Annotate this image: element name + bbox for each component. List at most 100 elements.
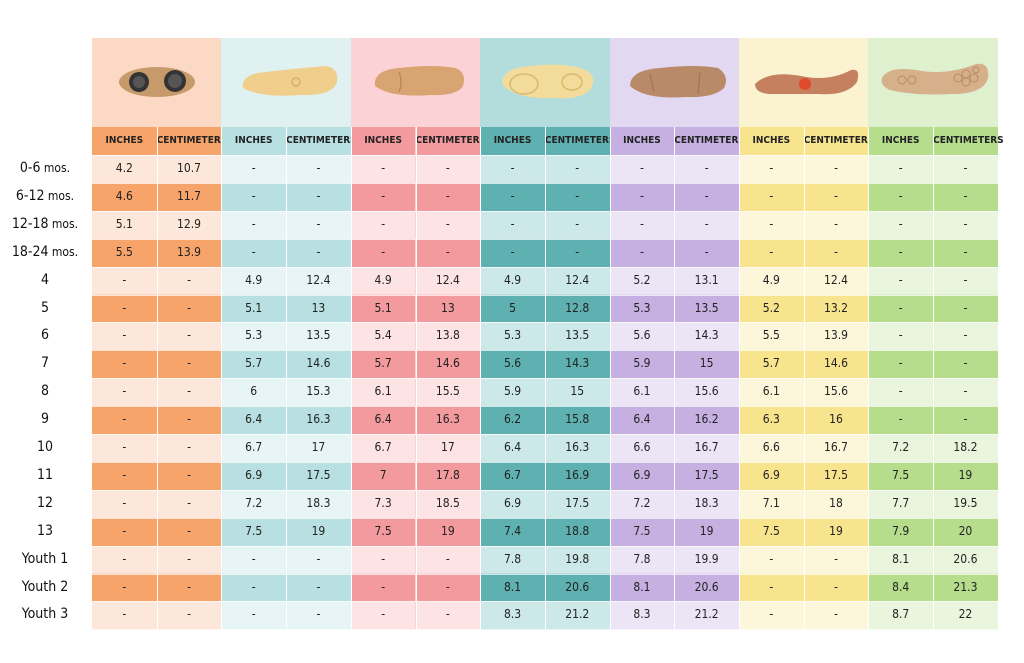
row-divider xyxy=(92,266,998,268)
table-cell: 20.6 xyxy=(544,573,610,602)
table-cell: 14.6 xyxy=(286,350,351,379)
row-size: 12 xyxy=(36,494,54,511)
unit-header-centimeters: CENTIMETERS xyxy=(674,127,745,155)
unit-header-inches: INCHES xyxy=(350,127,416,155)
table-cell: - xyxy=(803,545,869,574)
table-cell: - xyxy=(933,155,998,183)
table-cell: 5.7 xyxy=(350,350,416,379)
table-cell: - xyxy=(933,210,998,239)
table-cell: 6.9 xyxy=(221,461,287,490)
table-cell: - xyxy=(156,434,222,462)
baby-sole-icon xyxy=(92,38,221,126)
table-cell: - xyxy=(739,573,804,602)
table-cell: 12.4 xyxy=(803,266,869,295)
table-cell: 19.9 xyxy=(674,545,739,574)
row-divider xyxy=(92,629,998,631)
table-cell: 5.3 xyxy=(609,294,675,323)
table-cell: 7.8 xyxy=(609,545,675,574)
table-cell: - xyxy=(286,210,351,239)
unit-header-centimeters: CENTIMETERS xyxy=(286,127,357,155)
row-size: 9 xyxy=(40,411,49,428)
table-cell: 4.9 xyxy=(350,266,416,295)
table-cell: - xyxy=(350,545,416,574)
table-cell: 6 xyxy=(221,378,287,407)
table-cell: 14.3 xyxy=(674,322,739,351)
row-label: 13 xyxy=(0,518,90,546)
table-cell: 5.9 xyxy=(609,350,675,379)
row-size: Youth 1 xyxy=(21,550,69,567)
table-cell: 15.8 xyxy=(544,406,610,434)
table-cell: - xyxy=(221,210,287,239)
table-cell: - xyxy=(803,155,869,183)
table-cell: - xyxy=(868,210,934,239)
table-cell: - xyxy=(415,545,481,574)
table-cell: - xyxy=(544,182,610,211)
table-cell: - xyxy=(544,155,610,183)
table-cell: 16 xyxy=(803,406,869,434)
table-cell: 6.6 xyxy=(609,434,675,462)
row-label: Youth 3 xyxy=(0,601,90,629)
table-cell: 13.9 xyxy=(803,322,869,351)
unit-header-inches: INCHES xyxy=(221,127,287,155)
table-cell: 19 xyxy=(674,517,739,546)
table-cell: 7.2 xyxy=(609,489,675,518)
row-label: 12 xyxy=(0,490,90,518)
row-label: 4 xyxy=(0,267,90,295)
table-cell: 17 xyxy=(415,434,481,462)
table-cell: 13 xyxy=(415,294,481,323)
table-cell: - xyxy=(221,573,287,602)
table-cell: 15.3 xyxy=(286,378,351,407)
row-suffix: mos. xyxy=(48,244,79,259)
table-cell: - xyxy=(156,406,222,434)
table-cell: 15 xyxy=(544,378,610,407)
table-cell: 13.8 xyxy=(415,322,481,351)
table-cell: - xyxy=(609,210,675,239)
table-cell: 6.9 xyxy=(609,461,675,490)
table-cell: - xyxy=(803,238,869,267)
table-cell: 4.9 xyxy=(480,266,545,295)
table-cell: - xyxy=(415,210,481,239)
unit-header-inches: INCHES xyxy=(868,127,934,155)
table-cell: 15.6 xyxy=(803,378,869,407)
table-cell: 13.5 xyxy=(286,322,351,351)
table-cell: - xyxy=(674,182,739,211)
table-cell: 5.2 xyxy=(739,294,804,323)
table-cell: - xyxy=(286,545,351,574)
table-cell: 17.8 xyxy=(415,461,481,490)
table-cell: 5.1 xyxy=(92,210,157,239)
row-suffix: mos. xyxy=(44,188,75,203)
table-cell: - xyxy=(415,155,481,183)
table-cell: - xyxy=(933,378,998,407)
dancer-sole-icon xyxy=(739,38,868,126)
table-cell: 13.5 xyxy=(674,294,739,323)
row-label: 7 xyxy=(0,350,90,378)
table-cell: - xyxy=(868,182,934,211)
table-cell: 18.5 xyxy=(415,489,481,518)
table-cell: 5.7 xyxy=(739,350,804,379)
row-divider xyxy=(92,517,998,519)
table-cell: 7.5 xyxy=(221,517,287,546)
path-sole-icon xyxy=(351,38,480,126)
table-cell: 10.7 xyxy=(156,155,222,183)
row-label: 8 xyxy=(0,378,90,406)
table-cell: - xyxy=(156,573,222,602)
row-divider xyxy=(92,601,998,603)
table-cell: 7.4 xyxy=(480,517,545,546)
table-cell: 8.1 xyxy=(609,573,675,602)
row-label: Youth 1 xyxy=(0,546,90,574)
table-cell: - xyxy=(868,322,934,351)
table-cell: 16.7 xyxy=(674,434,739,462)
table-cell: - xyxy=(415,601,481,630)
row-size: 8 xyxy=(40,383,49,400)
table-cell: - xyxy=(868,266,934,295)
table-cell: - xyxy=(350,182,416,211)
table-cell: 7.8 xyxy=(480,545,545,574)
row-label: 6-12 mos. xyxy=(0,183,90,211)
table-cell: 5.6 xyxy=(480,350,545,379)
table-cell: 7.5 xyxy=(609,517,675,546)
table-cell: - xyxy=(480,182,545,211)
table-cell: 5.5 xyxy=(739,322,804,351)
table-cell: - xyxy=(350,601,416,630)
table-cell: - xyxy=(739,182,804,211)
